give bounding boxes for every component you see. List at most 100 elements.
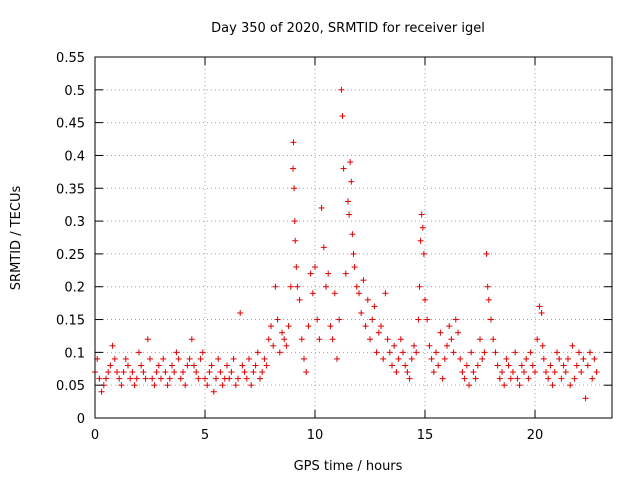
data-point	[576, 349, 582, 356]
data-point	[228, 369, 235, 376]
plot-frame	[94, 56, 613, 419]
data-point	[109, 342, 116, 349]
data-point	[307, 270, 314, 277]
data-point	[538, 309, 545, 316]
data-point	[155, 362, 162, 369]
data-point	[400, 349, 406, 356]
data-point	[413, 349, 420, 356]
data-point	[131, 382, 138, 389]
data-point	[287, 283, 294, 290]
data-point	[567, 382, 574, 389]
x-tick-label: 15	[417, 428, 434, 443]
data-point	[415, 316, 422, 323]
data-points	[92, 86, 600, 402]
data-point	[565, 355, 571, 362]
y-tick-labels: 0 0.05 0.1 0.15 0.2 0.25 0.3 0.35 0.4 0.45 0.5 0.55	[56, 51, 85, 427]
data-point	[448, 336, 455, 343]
data-point	[252, 362, 259, 369]
data-point	[386, 349, 393, 356]
data-point	[488, 316, 494, 323]
data-point	[237, 309, 244, 316]
data-point	[96, 375, 103, 382]
data-point	[422, 296, 428, 303]
data-point	[149, 375, 156, 382]
y-axis-label: SRMTID / TECUs	[9, 186, 24, 291]
data-point	[162, 369, 169, 376]
y-tick-label: 0.1	[64, 346, 85, 361]
data-point	[393, 369, 400, 376]
data-point	[540, 355, 547, 362]
data-point	[490, 336, 497, 343]
data-point	[312, 264, 318, 271]
data-point	[309, 290, 316, 297]
data-point	[587, 349, 593, 356]
data-point	[364, 296, 371, 303]
data-point	[125, 362, 131, 369]
data-point	[243, 375, 250, 382]
data-point	[342, 270, 349, 277]
data-point	[514, 375, 521, 382]
data-point	[430, 369, 437, 376]
y-tick-label: 0.5	[64, 84, 85, 99]
data-point	[219, 382, 226, 389]
data-point	[293, 264, 300, 271]
data-point	[516, 382, 523, 389]
data-point	[142, 375, 149, 382]
x-tick-label: 20	[527, 428, 544, 443]
data-point	[248, 382, 255, 389]
data-point	[138, 362, 145, 369]
data-point	[197, 355, 204, 362]
data-point	[180, 369, 186, 376]
data-point	[122, 355, 129, 362]
data-point	[371, 303, 378, 310]
data-point	[512, 349, 519, 356]
data-point	[402, 362, 409, 369]
data-point	[213, 375, 219, 382]
data-point	[210, 388, 217, 395]
data-point	[140, 369, 147, 376]
y-tick-label: 0.15	[56, 314, 85, 329]
data-point	[452, 316, 459, 323]
data-point	[477, 336, 483, 343]
data-point	[235, 375, 241, 382]
data-point	[580, 355, 587, 362]
data-point	[265, 336, 272, 343]
data-point	[314, 316, 321, 323]
data-point	[263, 362, 270, 369]
data-point	[382, 290, 389, 297]
data-point	[501, 382, 508, 389]
data-point	[268, 323, 274, 330]
data-point	[466, 382, 472, 389]
data-point	[444, 342, 450, 349]
data-point	[144, 336, 151, 343]
grid	[95, 57, 612, 418]
data-point	[347, 159, 354, 166]
data-point	[193, 369, 200, 376]
data-point	[503, 355, 510, 362]
data-point	[532, 369, 538, 376]
data-point	[166, 375, 173, 382]
data-point	[485, 296, 492, 303]
data-point	[120, 369, 127, 376]
y-tick-label: 0	[77, 412, 85, 427]
data-point	[391, 342, 398, 349]
y-tick-label: 0.3	[64, 215, 85, 230]
data-point	[404, 369, 411, 376]
data-point	[367, 336, 373, 343]
data-point	[345, 198, 351, 205]
data-point	[215, 355, 222, 362]
data-point	[426, 342, 433, 349]
data-point	[230, 355, 237, 362]
data-point	[582, 395, 589, 402]
data-point	[250, 369, 257, 376]
data-point	[272, 283, 279, 290]
data-point	[573, 362, 580, 369]
data-point	[291, 218, 298, 225]
data-point	[261, 355, 268, 362]
data-point	[283, 342, 290, 349]
data-point	[339, 113, 346, 120]
data-point	[395, 355, 402, 362]
data-point	[158, 375, 164, 382]
data-point	[349, 231, 356, 238]
data-point	[160, 355, 167, 362]
